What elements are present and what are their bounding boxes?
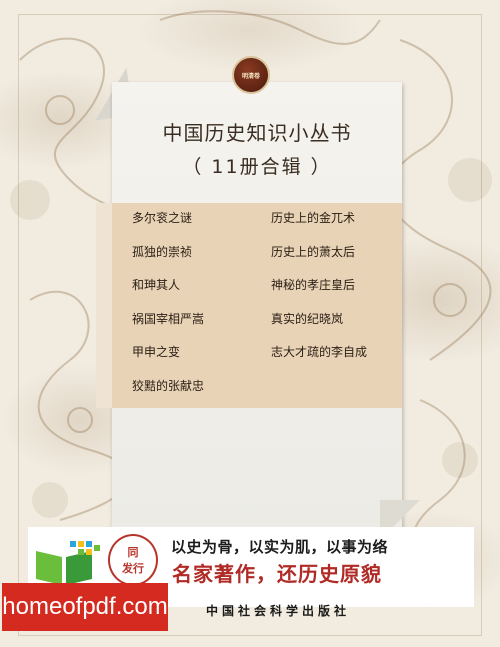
list-item: 多尔衮之谜 [132,211,193,225]
book-title: 中国历史知识小丛书 [162,121,352,145]
contents-band-edge [96,203,112,408]
slogan-line2: 名家著作，还历史原貌 [172,562,382,586]
seal-badge: 明清卷 [232,56,270,94]
slogan-line1: 以史为骨，以实为肌，以事为络 [171,538,389,556]
list-item: 孤独的崇祯 [132,244,193,259]
seal-text: 明清卷 [241,72,260,80]
list-item: 神秘的孝庄皇后 [271,278,356,292]
book-subtitle: （ 11册合辑 ） [182,156,332,178]
list-item: 历史上的萧太后 [271,244,356,259]
book-logo-icon [36,541,100,585]
badge-line2: 发行 [122,562,144,575]
publisher-name: 中国社会科学出版社 [206,604,351,618]
list-item: 和珅其人 [132,278,181,292]
list-item: 历史上的金兀术 [271,211,356,225]
list-item: 祸国宰相严嵩 [132,311,205,326]
list-item: 甲申之变 [132,345,181,359]
list-item: 志大才疏的李自成 [271,345,368,359]
badge-line1: 同 [127,546,139,559]
book-list-left: 多尔衮之谜 孤独的崇祯 和珅其人 祸国宰相严嵩 甲申之变 狡黠的张献忠 [132,208,204,409]
cover-border [18,14,482,636]
book-list-right: 历史上的金兀术 历史上的萧太后 神秘的孝庄皇后 真实的纪晓岚 志大才疏的李自成 [271,208,367,376]
list-item: 真实的纪晓岚 [271,311,344,326]
watermark-link[interactable]: homeofpdf.com [2,583,168,631]
contents-band [112,203,402,408]
list-item: 狡黠的张献忠 [132,378,205,393]
distributor-badge: 同 发行 [108,534,158,586]
